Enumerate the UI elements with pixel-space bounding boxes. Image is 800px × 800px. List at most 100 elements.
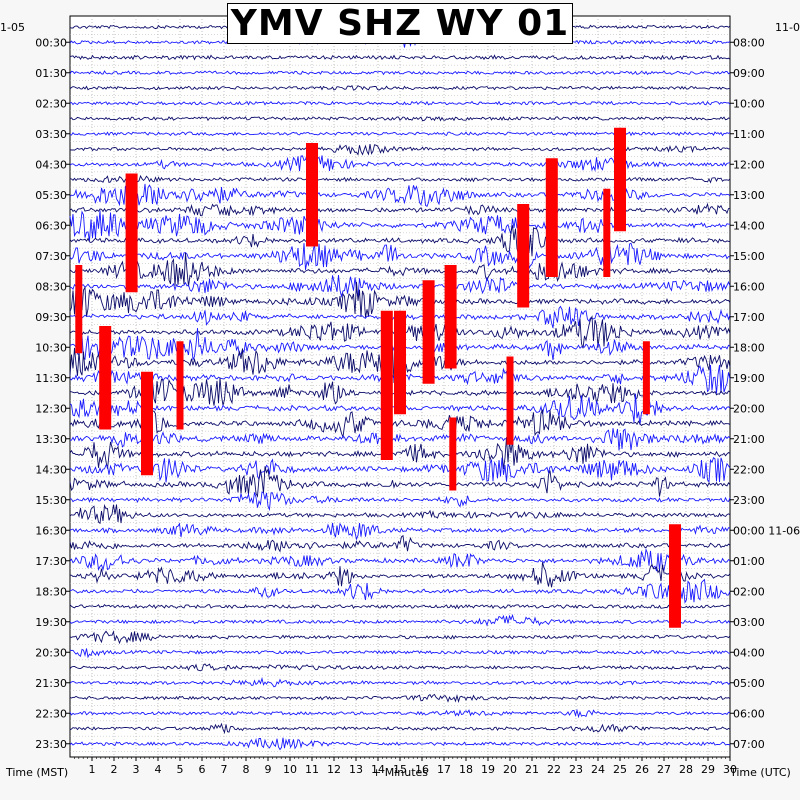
right-tick-label: 05:00 bbox=[733, 677, 765, 690]
clipped-event bbox=[545, 158, 558, 277]
right-tick-label: 01:00 bbox=[733, 555, 765, 568]
left-tick-label: 11:30 bbox=[35, 372, 67, 385]
left-tick-label: 23:30 bbox=[35, 738, 67, 751]
trace-row bbox=[69, 503, 731, 525]
trace-row bbox=[69, 534, 731, 553]
left-tick-label: 03:30 bbox=[35, 128, 67, 141]
right-tick-label: 17:00 bbox=[733, 311, 765, 324]
left-tick-label: 01:30 bbox=[35, 67, 67, 80]
right-tick-label: 02:00 bbox=[733, 585, 765, 598]
x-tick-label: 13 bbox=[349, 763, 363, 776]
clipped-event bbox=[99, 326, 112, 430]
x-tick-label: 4 bbox=[155, 763, 162, 776]
clipped-event bbox=[449, 417, 457, 491]
x-tick-label: 17 bbox=[437, 763, 451, 776]
right-tick-label: 09:00 bbox=[733, 67, 765, 80]
left-tick-label: 15:30 bbox=[35, 494, 67, 507]
trace-row bbox=[69, 84, 731, 91]
right-tick-label: 22:00 bbox=[733, 463, 765, 476]
x-tick-label: 12 bbox=[327, 763, 341, 776]
clipped-event bbox=[517, 204, 530, 308]
x-tick-label: 14 bbox=[371, 763, 385, 776]
trace-row bbox=[69, 722, 731, 734]
clipped-event bbox=[444, 265, 457, 369]
right-axis-title: Time (UTC) bbox=[730, 766, 791, 779]
clipped-event bbox=[603, 188, 611, 277]
left-tick-label: 08:30 bbox=[35, 280, 67, 293]
x-tick-label: 11 bbox=[305, 763, 319, 776]
trace-row bbox=[69, 466, 731, 498]
left-tick-label: 09:30 bbox=[35, 311, 67, 324]
trace-row bbox=[69, 242, 731, 271]
trace-row bbox=[69, 491, 731, 512]
x-tick-label: 29 bbox=[701, 763, 715, 776]
trace-row bbox=[70, 562, 731, 588]
clipped-event bbox=[75, 265, 83, 354]
right-tick-label: 00:00 11-06 bbox=[733, 524, 800, 537]
left-time-ticks: 00:30 01:30 02:30 03:30 04:30 05:30 06:30 07:30… bbox=[35, 36, 70, 751]
left-tick-label: 04:30 bbox=[35, 158, 67, 171]
left-tick-label: 21:30 bbox=[35, 677, 67, 690]
x-tick-label: 23 bbox=[569, 763, 583, 776]
x-tick-label: 20 bbox=[503, 763, 517, 776]
left-tick-label: 17:30 bbox=[35, 555, 67, 568]
left-tick-label: 20:30 bbox=[35, 646, 67, 659]
trace-row bbox=[69, 663, 731, 672]
trace-row bbox=[69, 275, 731, 299]
left-tick-label: 12:30 bbox=[35, 402, 67, 415]
trace-row bbox=[69, 604, 731, 610]
x-tick-label: 9 bbox=[265, 763, 272, 776]
x-tick-label: 30 bbox=[723, 763, 737, 776]
right-tick-label: 11:00 bbox=[733, 128, 765, 141]
x-tick-label: 28 bbox=[679, 763, 693, 776]
x-tick-label: 18 bbox=[459, 763, 473, 776]
left-tick-label: 22:30 bbox=[35, 707, 67, 720]
trace-row bbox=[69, 437, 731, 470]
clipped-event bbox=[380, 310, 393, 460]
trace-row bbox=[69, 630, 731, 645]
clipped-events bbox=[75, 127, 681, 628]
right-tick-label: 13:00 bbox=[733, 189, 765, 202]
x-tick-label: 19 bbox=[481, 763, 495, 776]
x-tick-label: 25 bbox=[613, 763, 627, 776]
left-tick-label: 07:30 bbox=[35, 250, 67, 263]
right-tick-label: 10:00 bbox=[733, 97, 765, 110]
clipped-event bbox=[669, 524, 681, 628]
trace-row bbox=[69, 70, 731, 76]
left-tick-label: 14:30 bbox=[35, 463, 67, 476]
clipped-event bbox=[306, 143, 318, 247]
right-tick-label: 18:00 bbox=[733, 341, 765, 354]
x-tick-label: 16 bbox=[415, 763, 429, 776]
left-tick-label: 05:30 bbox=[35, 189, 67, 202]
x-tick-label: 26 bbox=[635, 763, 649, 776]
left-tick-label: 13:30 bbox=[35, 433, 67, 446]
right-tick-label: 03:00 bbox=[733, 616, 765, 629]
left-tick-label: 06:30 bbox=[35, 219, 67, 232]
left-tick-label: 16:30 bbox=[35, 524, 67, 537]
right-tick-label: 16:00 bbox=[733, 280, 765, 293]
clipped-event bbox=[614, 127, 626, 232]
clipped-event bbox=[394, 310, 406, 415]
trace-row bbox=[69, 100, 731, 106]
right-tick-label: 04:00 bbox=[733, 646, 765, 659]
left-axis-title: Time (MST) bbox=[6, 766, 69, 779]
clipped-event bbox=[506, 356, 514, 445]
x-axis-ticks: 1 2 3 4 5 6 7 8 9 10 11 12 13 14 15 16 17 18 19 20 21 22 23 24 2… bbox=[74, 757, 737, 776]
right-tick-label: 19:00 bbox=[733, 372, 765, 385]
right-tick-label: 06:00 bbox=[733, 707, 765, 720]
trace-row bbox=[69, 693, 731, 703]
x-tick-label: 2 bbox=[111, 763, 118, 776]
trace-row bbox=[69, 252, 731, 287]
clipped-event bbox=[422, 280, 435, 384]
x-tick-label: 27 bbox=[657, 763, 671, 776]
right-tick-label: 21:00 bbox=[733, 433, 765, 446]
clipped-event bbox=[642, 341, 650, 415]
trace-row bbox=[69, 428, 731, 451]
right-tick-label: 23:00 bbox=[733, 494, 765, 507]
x-tick-label: 7 bbox=[221, 763, 228, 776]
x-tick-label: 21 bbox=[525, 763, 539, 776]
trace-row bbox=[69, 54, 731, 61]
trace-row bbox=[69, 737, 731, 751]
trace-row bbox=[69, 648, 731, 659]
x-tick-label: 5 bbox=[177, 763, 184, 776]
